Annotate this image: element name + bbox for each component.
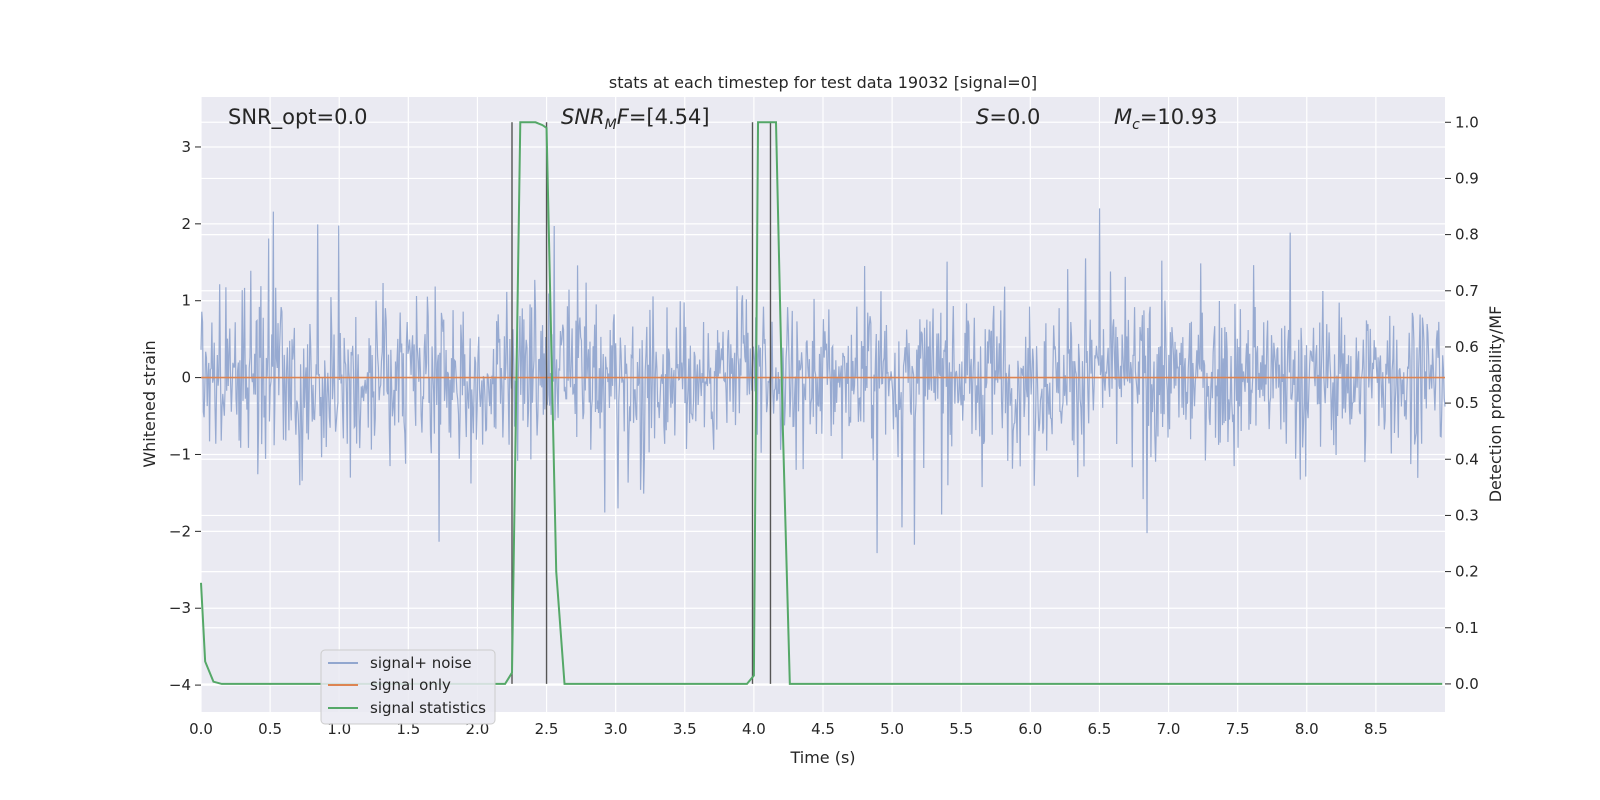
y-right-tick-label: 1.0 xyxy=(1455,113,1479,131)
y-right-tick-label: 0.6 xyxy=(1455,338,1479,356)
x-tick-label: 2.5 xyxy=(535,720,559,738)
snr-mf-annotation: SNRMF=[4.54] xyxy=(561,105,710,133)
mc-annotation: Mc=10.93 xyxy=(1114,105,1218,133)
y-axis-label: Whitened strain xyxy=(140,340,159,467)
snr-mf-sub: M xyxy=(605,117,617,133)
y-tick-label: 1 xyxy=(181,292,191,310)
y-right-tick-label: 0.4 xyxy=(1455,450,1479,468)
x-tick-label: 5.0 xyxy=(880,720,904,738)
y-right-tick-label: 0.2 xyxy=(1455,563,1479,581)
y-right-tick-label: 0.5 xyxy=(1455,394,1479,412)
x-tick-label: 5.5 xyxy=(949,720,973,738)
mc-value: =10.93 xyxy=(1140,105,1218,129)
snr-opt-annotation: SNR_opt=0.0 xyxy=(228,105,368,130)
y-right-tick-label: 0.3 xyxy=(1455,506,1479,524)
y-tick-label: 2 xyxy=(181,215,191,233)
snr-mf-rest-italic: F xyxy=(617,105,630,129)
y-right-axis-ticks: 1.0 0.9 0.8 0.7 0.6 0.5 0.4 0.3 0.2 0.1 0.0 xyxy=(1445,113,1479,693)
y-tick-label: −3 xyxy=(169,599,191,617)
signal-statistics-series xyxy=(200,121,1443,685)
y-tick-label: −2 xyxy=(169,522,191,540)
vertical-markers xyxy=(511,122,772,684)
x-axis-label: Time (s) xyxy=(789,748,855,767)
snr-mf-value: =[4.54] xyxy=(629,105,710,129)
y-right-tick-label: 0.1 xyxy=(1455,619,1479,637)
s-value: =0.0 xyxy=(989,105,1040,129)
x-tick-label: 8.0 xyxy=(1295,720,1319,738)
snr-mf-base: SNR xyxy=(561,105,605,129)
x-tick-label: 8.5 xyxy=(1364,720,1388,738)
s-annotation: S=0.0 xyxy=(976,105,1040,129)
s-symbol: S xyxy=(976,105,989,129)
signal-noise-series xyxy=(200,208,1446,554)
y-axis-ticks: 3 2 1 0 −1 −2 −3 −4 xyxy=(169,138,201,694)
y-tick-label: −4 xyxy=(169,676,191,694)
signal-statistics-line xyxy=(200,121,1443,685)
x-tick-label: 4.5 xyxy=(811,720,835,738)
x-tick-label: 7.0 xyxy=(1157,720,1181,738)
x-tick-label: 6.5 xyxy=(1088,720,1112,738)
y-right-tick-label: 0.7 xyxy=(1455,282,1479,300)
legend-box xyxy=(320,649,496,725)
chart-title: stats at each timestep for test data 190… xyxy=(609,73,1037,92)
x-tick-label: 3.0 xyxy=(604,720,628,738)
y-right-axis-label: Detection probability/MF xyxy=(1486,306,1505,503)
signal-noise-line xyxy=(200,208,1446,554)
x-axis-ticks: 0.0 0.5 1.0 1.5 2.0 2.5 3.0 3.5 4.0 4.5 5.0 5.5 6.0 6… xyxy=(189,720,1388,738)
x-tick-label: 0.5 xyxy=(258,720,282,738)
y-tick-label: 3 xyxy=(181,138,191,156)
x-tick-label: 3.5 xyxy=(673,720,697,738)
mc-sub: c xyxy=(1132,117,1140,133)
x-tick-label: 4.0 xyxy=(742,720,766,738)
mc-base: M xyxy=(1114,105,1132,129)
y-right-tick-label: 0.8 xyxy=(1455,226,1479,244)
x-tick-label: 0.0 xyxy=(189,720,213,738)
legend-label-noise: signal+ noise xyxy=(370,654,472,672)
x-tick-label: 7.5 xyxy=(1226,720,1250,738)
legend-label-stats: signal statistics xyxy=(370,699,486,717)
y-right-tick-label: 0.0 xyxy=(1455,675,1479,693)
y-tick-label: −1 xyxy=(169,445,191,463)
legend-label-signal: signal only xyxy=(370,676,451,694)
legend: signal+ noise signal only signal statist… xyxy=(320,649,496,725)
y-right-tick-label: 0.9 xyxy=(1455,169,1479,187)
y-tick-label: 0 xyxy=(181,369,191,387)
x-tick-label: 6.0 xyxy=(1018,720,1042,738)
